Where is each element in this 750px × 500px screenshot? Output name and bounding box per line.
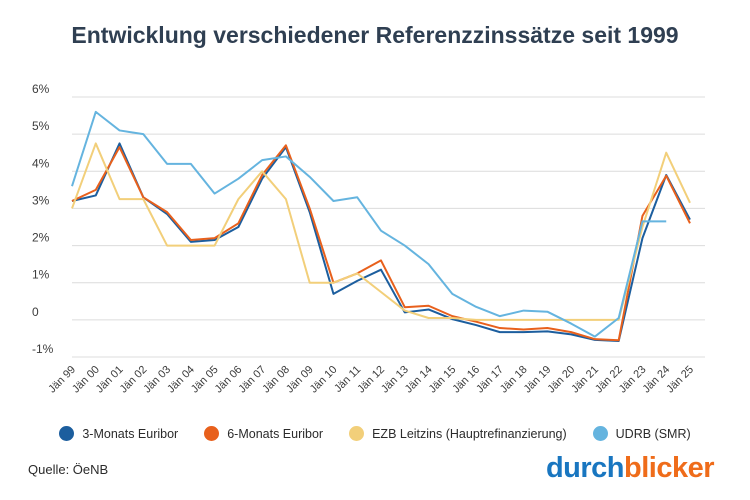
x-tick-label: Jän 10 (308, 364, 340, 396)
legend-marker (59, 426, 75, 441)
legend-item-2: 6-Monats Euribor (204, 426, 323, 441)
legend-marker (204, 426, 220, 441)
chart-title: Entwicklung verschiedener Referenzzinssä… (71, 22, 679, 48)
legend-label: UDRB (SMR) (615, 426, 691, 441)
y-tick-label: 2% (32, 231, 50, 245)
y-tick-label: 0 (32, 305, 39, 319)
legend-label: 6-Monats Euribor (227, 426, 324, 441)
y-tick-label: 3% (32, 193, 50, 207)
legend: 3-Monats Euribor 6-Monats Euribor EZB Leit… (0, 426, 750, 441)
x-tick-label: Jän 25 (664, 364, 696, 396)
grid-lines (72, 96, 705, 358)
legend-item-4: UDRB (SMR) (592, 426, 691, 441)
y-tick-label: 4% (32, 156, 50, 170)
series-line-2 (71, 144, 691, 342)
legend-marker (592, 426, 608, 441)
y-tick-label: 5% (32, 119, 50, 133)
legend-label: EZB Leitzins (Hauptrefinanzierung) (372, 426, 567, 441)
legend-item-1: 3-Monats Euribor (59, 426, 178, 441)
series-line-1 (71, 142, 691, 343)
brand-logo: durchblicker (545, 452, 715, 484)
y-tick-label: 1% (32, 268, 50, 282)
legend-marker (349, 426, 365, 441)
legend-item-3: EZB Leitzins (Hauptrefinanzierung) (349, 426, 567, 441)
y-tick-label: 6% (32, 82, 50, 96)
series-line-4 (71, 110, 667, 338)
source-note: Quelle: ÖeNB (28, 462, 109, 477)
y-axis-ticks: -1% 0 1% 2% 3% 4% 5% 6% (32, 82, 54, 356)
series-lines (71, 110, 691, 343)
y-tick-label: -1% (32, 342, 54, 356)
legend-label: 3-Monats Euribor (82, 426, 179, 441)
series-line-3 (71, 142, 691, 321)
